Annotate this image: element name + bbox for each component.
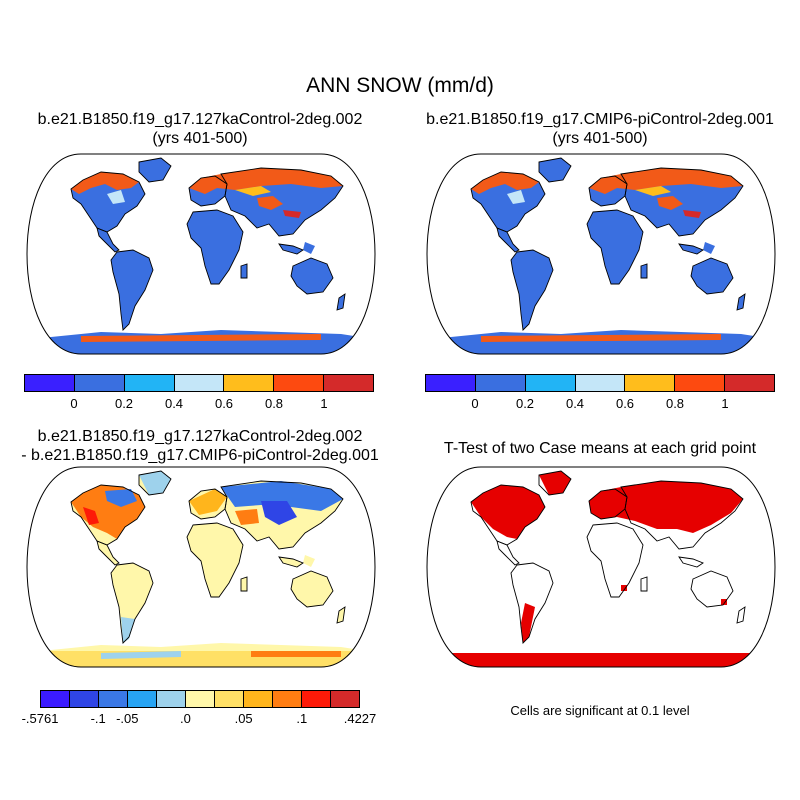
colorbar-swatch — [274, 375, 325, 391]
colorbar-tick-label: 0.8 — [264, 396, 284, 411]
panel-title-top-right: b.e21.B1850.f19_g17.CMIP6-piControl-2deg… — [400, 110, 800, 148]
colorbar-swatch — [575, 375, 626, 391]
colorbar-tick-label: 1 — [320, 396, 328, 411]
colorbar-tick-label: 0 — [70, 396, 78, 411]
map-bottom-left — [26, 466, 376, 668]
colorbar-tick-label: 0.6 — [214, 396, 234, 411]
colorbar-swatch — [25, 375, 75, 391]
colorbar-top-left-ticks: 0 0.2 0.4 0.6 0.8 1 — [24, 396, 374, 412]
panel-title-top-left-line2: (yrs 401-500) — [152, 130, 248, 147]
map-top-left — [26, 153, 376, 355]
colorbar-tick-label: .1 — [296, 711, 308, 726]
colorbar-bottom-left-ticks: -.5761 -.1 -.05 .0 .05 .1 .4227 — [22, 711, 377, 727]
colorbar-swatch — [215, 691, 244, 707]
colorbar-bottom-left — [40, 690, 360, 708]
panel-title-top-left-line1: b.e21.B1850.f19_g17.127kaControl-2deg.00… — [37, 111, 363, 128]
colorbar-tick-label: 0.4 — [565, 396, 585, 411]
colorbar-tick-label: 0 — [471, 396, 479, 411]
colorbar-swatch — [99, 691, 128, 707]
globe-outline — [26, 153, 376, 355]
colorbar-swatch — [128, 691, 157, 707]
colorbar-swatch — [324, 375, 374, 391]
colorbar-swatch — [675, 375, 726, 391]
colorbar-tick-label: -.5761 — [21, 711, 59, 726]
colorbar-swatch — [302, 691, 331, 707]
colorbar-tick-label: 1 — [721, 396, 729, 411]
panel-title-bottom-left: b.e21.B1850.f19_g17.127kaControl-2deg.00… — [0, 427, 400, 465]
colorbar-tick-label: -.05 — [116, 711, 139, 726]
colorbar-swatch — [426, 375, 476, 391]
colorbar-tick-label: 0.6 — [615, 396, 635, 411]
colorbar-tick-label: -.1 — [90, 711, 106, 726]
colorbar-swatch — [41, 691, 70, 707]
colorbar-swatch — [625, 375, 676, 391]
colorbar-swatch — [725, 375, 775, 391]
panel-title-top-right-line2: (yrs 401-500) — [552, 130, 648, 147]
colorbar-tick-label: 0.2 — [114, 396, 134, 411]
colorbar-swatch — [244, 691, 273, 707]
colorbar-swatch — [70, 691, 99, 707]
colorbar-tick-label: .4227 — [343, 711, 377, 726]
map-top-right — [426, 153, 776, 355]
colorbar-swatch — [157, 691, 186, 707]
colorbar-swatch — [124, 375, 175, 391]
colorbar-swatch — [186, 691, 215, 707]
map-bottom-right — [426, 466, 776, 668]
significant-cells — [471, 485, 545, 539]
colorbar-swatch — [525, 375, 576, 391]
colorbar-swatch — [174, 375, 225, 391]
colorbar-top-right — [425, 374, 775, 392]
panel-title-bottom-left-line1: b.e21.B1850.f19_g17.127kaControl-2deg.00… — [37, 428, 363, 445]
panel-title-bottom-right: T-Test of two Case means at each grid po… — [443, 440, 757, 457]
panel-title-top-left: b.e21.B1850.f19_g17.127kaControl-2deg.00… — [0, 110, 400, 148]
colorbar-tick-label: 0.8 — [665, 396, 685, 411]
colorbar-tick-label: .0 — [180, 711, 191, 726]
colorbar-tick-label: .05 — [234, 711, 253, 726]
colorbar-top-left — [24, 374, 374, 392]
figure-title: ANN SNOW (mm/d) — [306, 74, 494, 97]
significance-note: Cells are significant at 0.1 level — [510, 703, 690, 718]
colorbar-top-right-ticks: 0 0.2 0.4 0.6 0.8 1 — [425, 396, 775, 412]
panel-title-top-right-line1: b.e21.B1850.f19_g17.CMIP6-piControl-2deg… — [426, 111, 774, 128]
globe-outline — [26, 466, 376, 668]
colorbar-tick-label: 0.4 — [164, 396, 184, 411]
globe-outline — [426, 153, 776, 355]
panel-title-bottom-left-line2: - b.e21.B1850.f19_g17.CMIP6-piControl-2d… — [21, 447, 379, 464]
colorbar-tick-label: 0.2 — [515, 396, 535, 411]
globe-outline — [426, 466, 776, 668]
colorbar-swatch — [331, 691, 359, 707]
colorbar-swatch — [475, 375, 526, 391]
colorbar-swatch — [224, 375, 275, 391]
colorbar-swatch — [74, 375, 125, 391]
colorbar-swatch — [273, 691, 302, 707]
